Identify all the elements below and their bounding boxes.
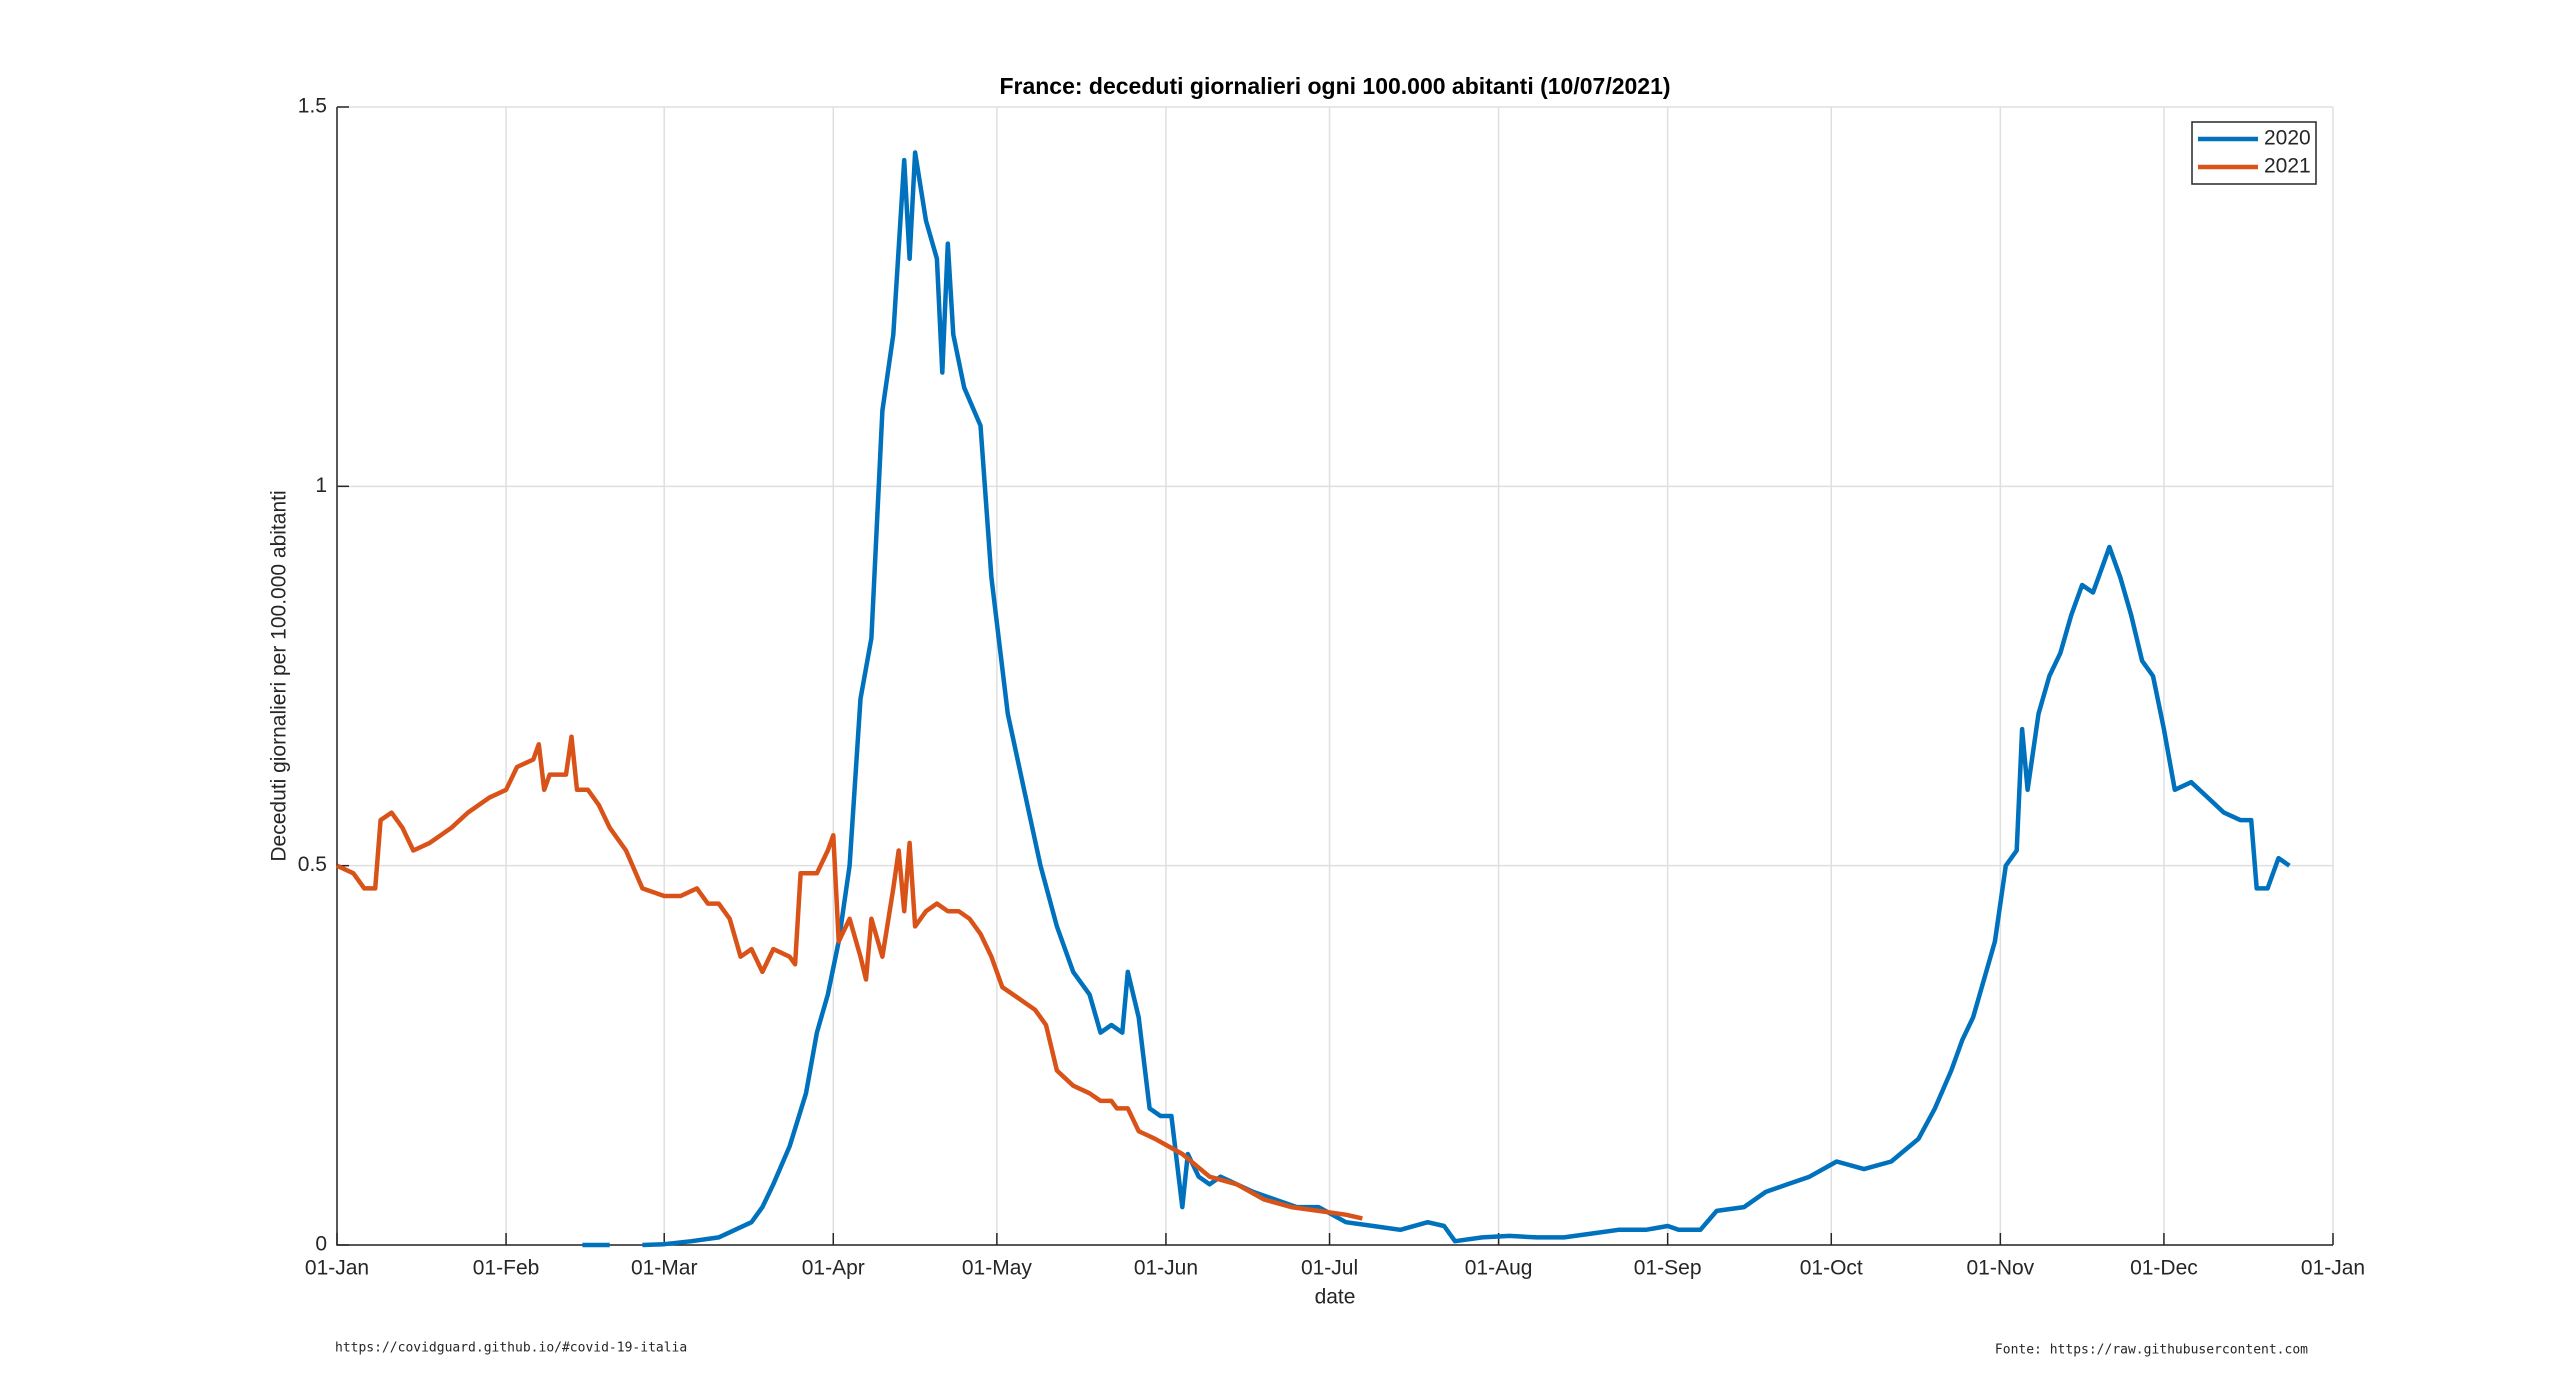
x-tick-label: 01-Jan	[2301, 1257, 2365, 1280]
legend-box	[2191, 121, 2317, 185]
legend-label: 2021	[2264, 155, 2311, 178]
x-tick-label: 01-Oct	[1800, 1257, 1863, 1280]
y-tick-label: 1	[315, 474, 327, 497]
x-tick-label: 01-Sep	[1634, 1257, 1702, 1280]
x-tick-label: 01-Jul	[1301, 1257, 1358, 1280]
data-line	[336, 734, 1363, 1221]
y-tick-label: 0	[315, 1233, 327, 1256]
x-tick-label: 01-Mar	[631, 1257, 698, 1280]
x-axis-label: date	[1315, 1286, 1356, 1309]
data-line	[582, 150, 2291, 1248]
x-tick-label: 01-Jan	[305, 1257, 369, 1280]
footer-right: Fonte: https://raw.githubusercontent.com	[1995, 1343, 2308, 1358]
x-tick-label: 01-May	[962, 1257, 1033, 1280]
y-tick-label: 1.5	[298, 95, 327, 118]
x-tick-label: 01-Feb	[473, 1257, 540, 1280]
legend-label: 2020	[2264, 127, 2311, 150]
x-tick-label: 01-Nov	[1966, 1257, 2034, 1280]
footer-left: https://covidguard.github.io/#covid-19-i…	[335, 1341, 687, 1356]
x-tick-label: 01-Dec	[2130, 1257, 2198, 1280]
chart-title: France: deceduti giornalieri ogni 100.00…	[999, 73, 1670, 99]
x-tick-label: 01-Aug	[1465, 1257, 1533, 1280]
y-tick-label: 0.5	[298, 853, 327, 876]
x-tick-label: 01-Jun	[1134, 1257, 1198, 1280]
y-axis-label: Deceduti giornalieri per 100.000 abitant…	[268, 490, 291, 861]
axes	[336, 107, 2333, 1246]
x-tick-label: 01-Apr	[802, 1257, 865, 1280]
